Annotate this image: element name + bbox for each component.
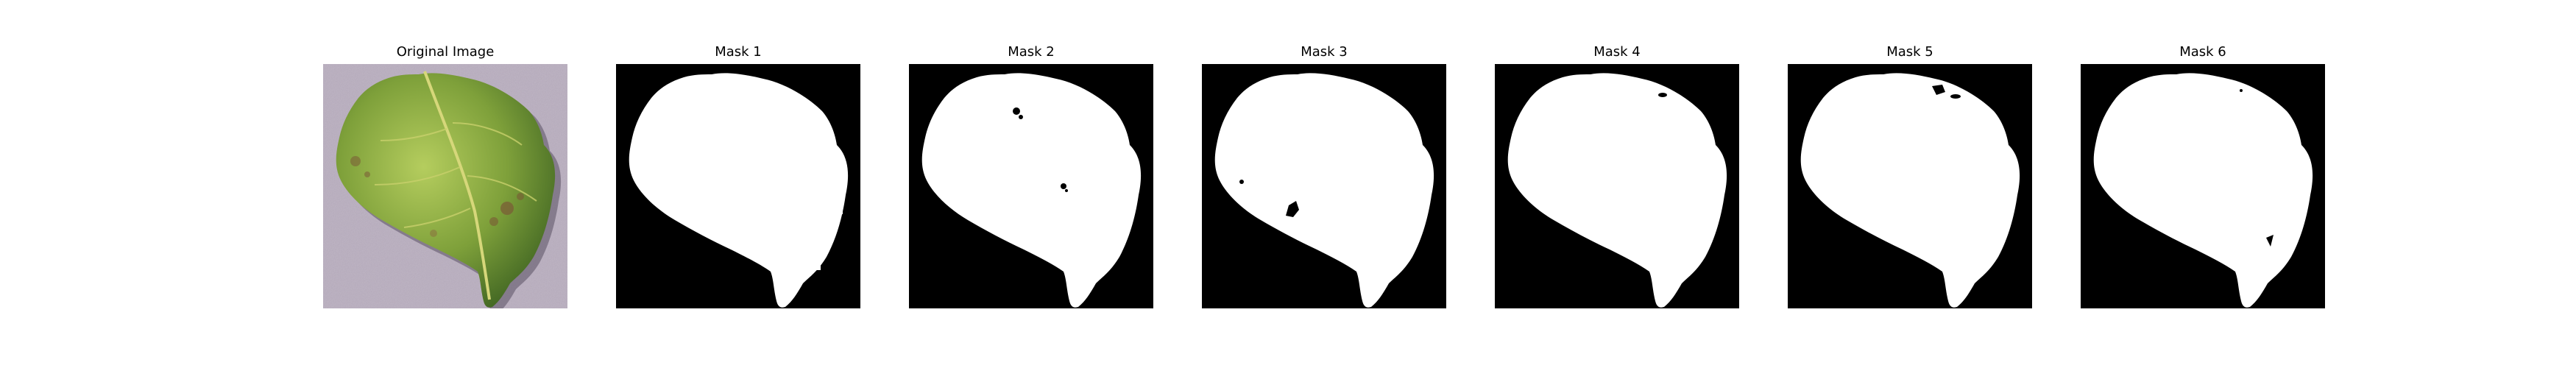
panel-mask-6: Mask 6 [2081, 44, 2325, 308]
segmentation-mask [2081, 64, 2325, 308]
original-leaf-photo [323, 64, 567, 308]
panel-title: Original Image [396, 44, 495, 60]
segmentation-mask [1788, 64, 2032, 308]
panel-original-image: Original Image [323, 44, 567, 308]
panel-title: Mask 5 [1886, 44, 1933, 60]
panel-title: Mask 6 [2179, 44, 2226, 60]
panel-mask-1: Mask 1 [616, 44, 860, 308]
segmentation-mask [1495, 64, 1739, 308]
panel-mask-5: Mask 5 [1788, 44, 2032, 308]
segmentation-mask [1202, 64, 1446, 308]
panel-title: Mask 2 [1008, 44, 1055, 60]
panel-mask-3: Mask 3 [1202, 44, 1446, 308]
panel-title: Mask 4 [1593, 44, 1641, 60]
segmentation-mask [616, 64, 860, 308]
panel-mask-2: Mask 2 [909, 44, 1153, 308]
segmentation-mask [909, 64, 1153, 308]
panel-title: Mask 3 [1301, 44, 1348, 60]
panel-title: Mask 1 [715, 44, 762, 60]
panel-mask-4: Mask 4 [1495, 44, 1739, 308]
